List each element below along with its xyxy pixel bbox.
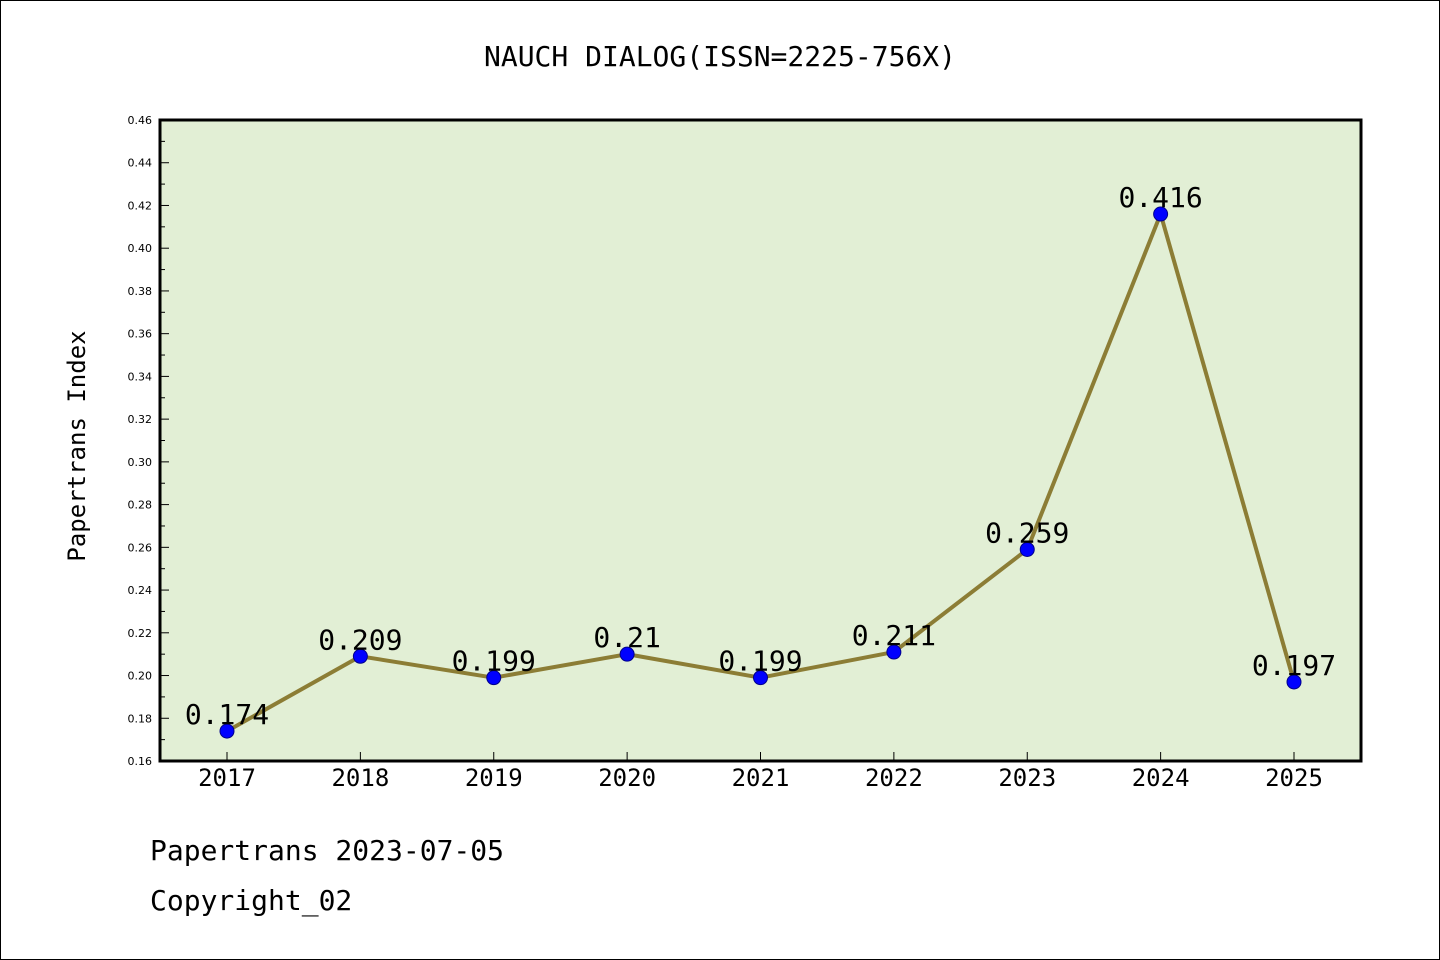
x-tick-label: 2023 — [998, 764, 1056, 792]
x-tick-label: 2020 — [598, 764, 656, 792]
x-tick-label: 2019 — [465, 764, 523, 792]
data-label: 0.209 — [318, 623, 402, 656]
x-tick-label: 2022 — [865, 764, 923, 792]
data-label: 0.197 — [1252, 649, 1336, 682]
y-tick-label: 0.32 — [128, 413, 153, 426]
y-tick-label: 0.34 — [128, 370, 153, 383]
data-point — [1286, 674, 1302, 690]
y-tick-label: 0.36 — [128, 328, 153, 341]
y-tick-label: 0.44 — [128, 157, 153, 170]
data-point — [352, 648, 368, 664]
data-label: 0.174 — [185, 698, 269, 731]
data-point — [486, 670, 502, 686]
data-point — [753, 670, 768, 686]
y-tick-label: 0.26 — [128, 541, 153, 554]
y-tick-label: 0.42 — [128, 199, 153, 212]
y-tick-label: 0.22 — [128, 627, 153, 640]
series-index: 0.174 0.209 0.199 0.21 0.199 0.211 0.259 0.416 0… — [185, 181, 1336, 739]
x-tick-label: 2024 — [1132, 764, 1190, 792]
plot-border — [158, 118, 1363, 763]
y-tick-label: 0.30 — [128, 456, 153, 469]
data-point — [886, 644, 902, 660]
data-point — [1019, 541, 1035, 557]
data-point — [619, 646, 635, 662]
data-label: 0.199 — [452, 645, 536, 678]
data-label: 0.199 — [718, 645, 802, 678]
data-point — [1153, 206, 1169, 222]
data-label: 0.259 — [985, 516, 1069, 549]
x-axis: 2017 2018 2019 2020 2021 2022 2023 2024 2025 — [198, 752, 1323, 792]
y-tick-label: 0.28 — [128, 499, 153, 512]
x-tick-label: 2025 — [1265, 764, 1323, 792]
y-tick-label: 0.16 — [128, 755, 153, 768]
x-tick-label: 2018 — [331, 764, 389, 792]
footer-copyright: Copyright_02 — [150, 884, 353, 917]
y-tick-label: 0.46 — [128, 114, 153, 127]
y-axis-label: Papertrans Index — [63, 330, 91, 561]
data-label: 0.416 — [1118, 181, 1202, 214]
data-label: 0.211 — [852, 619, 936, 652]
y-tick-label: 0.18 — [128, 712, 153, 725]
y-tick-label: 0.24 — [128, 584, 153, 597]
y-tick-label: 0.20 — [128, 670, 153, 683]
data-point — [219, 723, 235, 739]
y-tick-label: 0.40 — [128, 242, 153, 255]
x-tick-label: 2021 — [732, 764, 790, 792]
data-label: 0.21 — [593, 621, 660, 654]
footer-date: Papertrans 2023-07-05 — [150, 834, 505, 867]
x-tick-label: 2017 — [198, 764, 256, 792]
chart-title: NAUCH DIALOG(ISSN=2225-756X) — [484, 40, 956, 73]
y-axis: 0.16 0.18 0.20 0.22 0.24 0.26 0.28 0.30 0.32 0.34… — [128, 114, 169, 768]
y-tick-label: 0.38 — [128, 285, 153, 298]
